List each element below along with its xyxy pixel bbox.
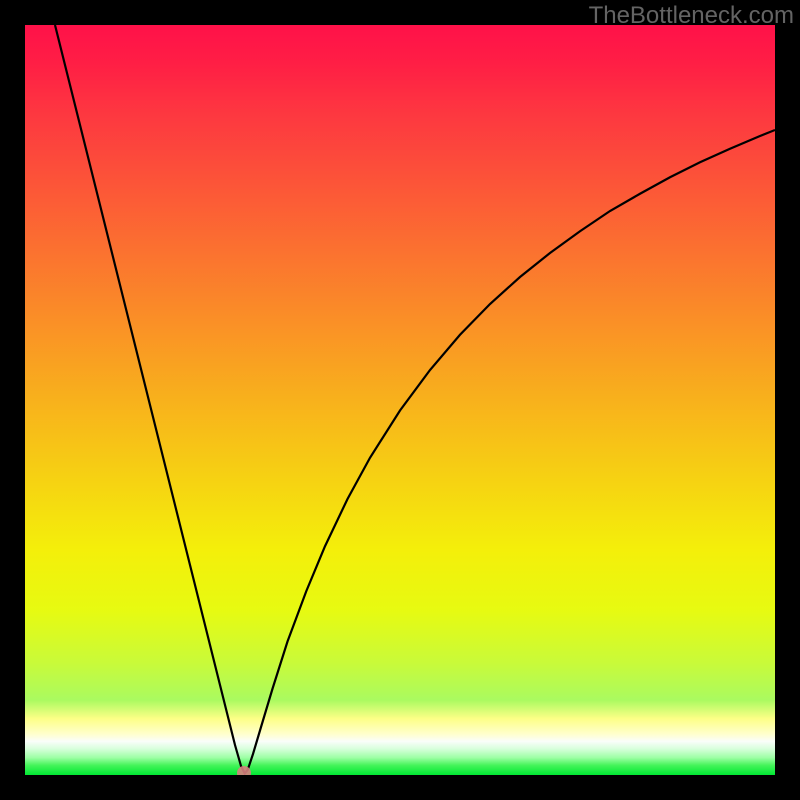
chart-container: TheBottleneck.com xyxy=(0,0,800,800)
plot-area xyxy=(25,25,775,775)
curve-layer xyxy=(25,25,775,775)
bottleneck-curve xyxy=(55,25,775,774)
minimum-marker xyxy=(237,766,251,775)
